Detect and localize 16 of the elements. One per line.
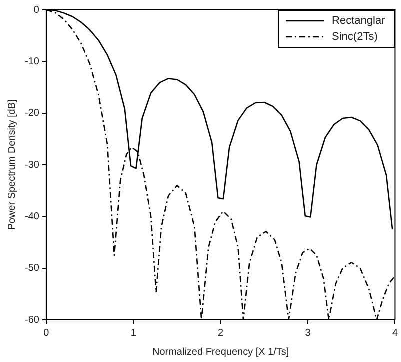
x-axis-title: Normalized Frequency [X 1/Ts]: [152, 346, 290, 358]
x-tick-label: 2: [218, 328, 224, 339]
x-tick-label: 4: [392, 328, 398, 339]
y-tick-label: -60: [25, 314, 40, 326]
y-tick-label: -50: [25, 263, 40, 274]
y-tick-label: -30: [25, 160, 40, 171]
y-tick-label: -10: [25, 56, 40, 68]
x-tick-label: 1: [130, 328, 137, 339]
legend-label: Sinc(2Ts): [332, 31, 378, 44]
x-tick-label: 3: [305, 328, 312, 339]
y-tick-label: -40: [25, 211, 40, 222]
y-axis-title: Power Spectrum Density [dB]: [6, 99, 18, 230]
legend-label: Rectanglar: [332, 15, 386, 28]
y-tick-label: 0: [34, 4, 40, 16]
y-tick-label: -20: [25, 108, 40, 120]
x-tick-label: 0: [44, 328, 50, 339]
